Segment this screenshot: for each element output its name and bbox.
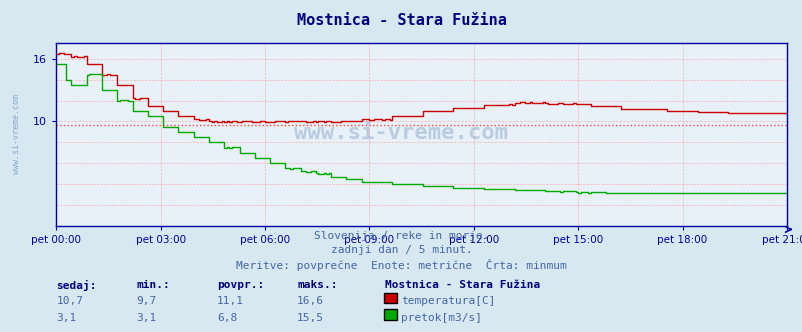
Text: Mostnica - Stara Fužina: Mostnica - Stara Fužina — [296, 13, 506, 28]
Text: www.si-vreme.com: www.si-vreme.com — [294, 123, 508, 143]
Text: maks.:: maks.: — [297, 280, 337, 290]
Text: Mostnica - Stara Fužina: Mostnica - Stara Fužina — [385, 280, 540, 290]
Text: povpr.:: povpr.: — [217, 280, 264, 290]
Text: 9,7: 9,7 — [136, 296, 156, 306]
Text: sedaj:: sedaj: — [56, 280, 96, 290]
Text: 16,6: 16,6 — [297, 296, 324, 306]
Text: 10,7: 10,7 — [56, 296, 83, 306]
Text: 15,5: 15,5 — [297, 313, 324, 323]
Text: temperatura[C]: temperatura[C] — [401, 296, 496, 306]
Text: Slovenija / reke in morje.: Slovenija / reke in morje. — [314, 231, 488, 241]
Text: zadnji dan / 5 minut.: zadnji dan / 5 minut. — [330, 245, 472, 255]
Text: www.si-vreme.com: www.si-vreme.com — [11, 95, 21, 174]
Text: Meritve: povprečne  Enote: metrične  Črta: minmum: Meritve: povprečne Enote: metrične Črta:… — [236, 259, 566, 271]
Text: min.:: min.: — [136, 280, 170, 290]
Text: pretok[m3/s]: pretok[m3/s] — [401, 313, 482, 323]
Text: 3,1: 3,1 — [56, 313, 76, 323]
Text: 6,8: 6,8 — [217, 313, 237, 323]
Text: 3,1: 3,1 — [136, 313, 156, 323]
Text: 11,1: 11,1 — [217, 296, 244, 306]
